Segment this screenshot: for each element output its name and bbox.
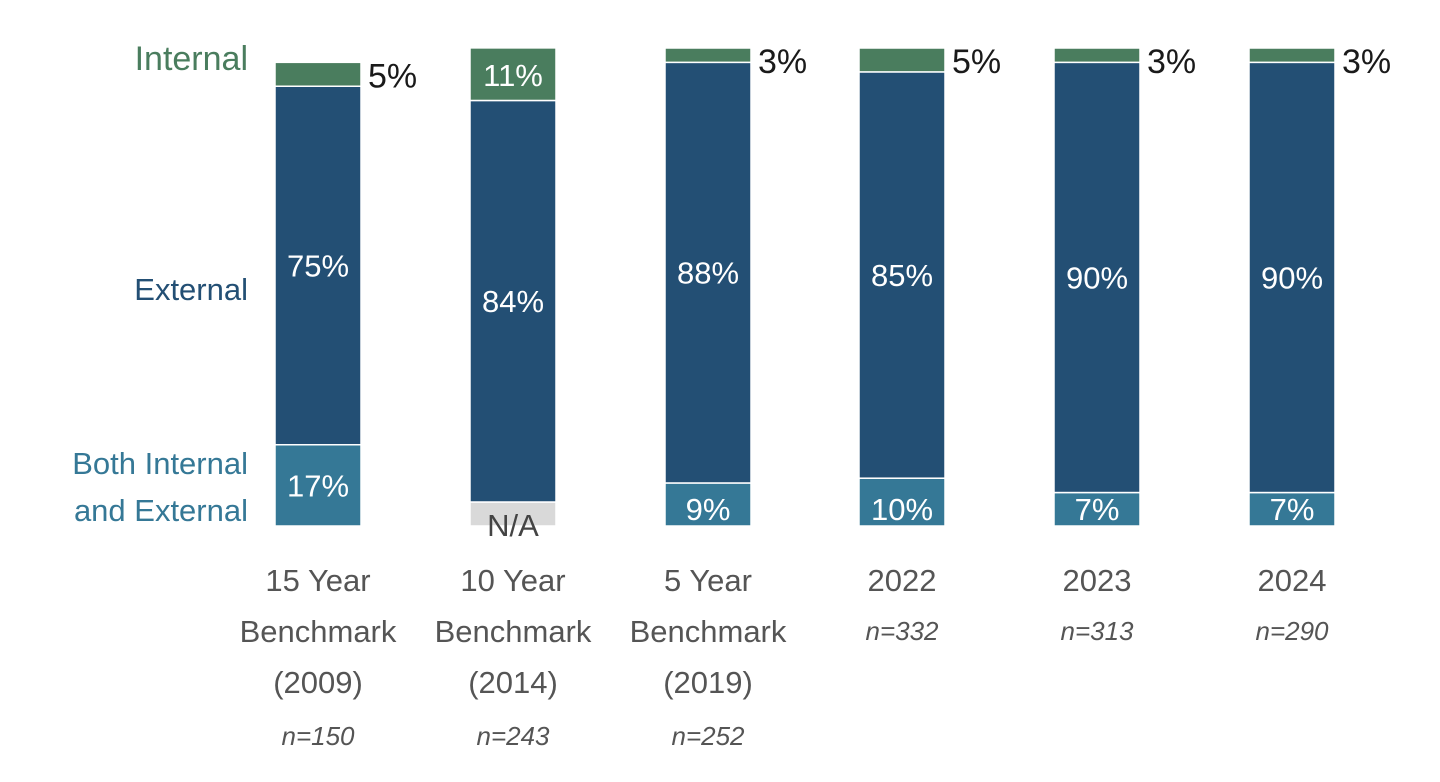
data-label: 90% — [1261, 260, 1323, 295]
data-label: N/A — [487, 508, 539, 543]
bar-segment-external — [664, 61, 752, 484]
legend-entry-internal: Internal — [135, 40, 248, 78]
bar-segment-external — [1248, 61, 1336, 494]
category-label: Benchmark — [435, 614, 592, 649]
category-label: 5 Year — [664, 563, 752, 598]
bar-segment-internal — [1053, 47, 1141, 64]
data-label: 85% — [871, 258, 933, 293]
bar-segment-internal — [858, 47, 946, 73]
series-legend: Both Internal and External External Interna… — [72, 40, 248, 528]
bar-segment-both — [1053, 491, 1141, 527]
data-label: 84% — [482, 284, 544, 319]
bars: 17%75%5%N/A84%11%9%88%3%10%85%5%7%90%3%7… — [274, 43, 1391, 543]
bar-stack: 10% 85% 5% — [858, 43, 1001, 527]
data-label: 9% — [686, 492, 731, 527]
category-label: (2019) — [663, 665, 753, 700]
bar-segment-external — [274, 85, 362, 446]
bar-segment-internal — [469, 47, 557, 102]
bar-stack: 17% 75% 5% — [274, 57, 417, 527]
data-label: 5% — [368, 57, 417, 95]
bar-segment-external — [858, 71, 946, 479]
data-label: 75% — [287, 248, 349, 283]
legend-entry-external: External — [134, 272, 248, 307]
data-label: 7% — [1075, 492, 1120, 527]
sample-size-label: n=332 — [865, 616, 939, 646]
sample-size-label: n=290 — [1255, 616, 1329, 646]
legend-entry-both: Both Internal — [72, 446, 248, 481]
bar-segment-both — [1248, 491, 1336, 527]
sample-size-label: n=313 — [1060, 616, 1134, 646]
category-label: (2009) — [273, 665, 363, 700]
category-label: 2024 — [1258, 563, 1327, 598]
data-label: 3% — [1342, 43, 1391, 81]
category-label: 2023 — [1063, 563, 1132, 598]
bar-segment-both — [664, 482, 752, 527]
category-label: Benchmark — [630, 614, 787, 649]
data-label: 88% — [677, 256, 739, 291]
sample-size-label: n=252 — [671, 721, 745, 751]
bar-segment-external — [469, 99, 557, 503]
bar-stack: 9% 88% 3% — [664, 43, 807, 527]
bar-segment-external — [1053, 61, 1141, 494]
category-label: 10 Year — [460, 563, 565, 598]
data-label: 10% — [871, 492, 933, 527]
data-label: 17% — [287, 468, 349, 503]
data-label: 90% — [1066, 260, 1128, 295]
bar-stack: N/A 84% 11% — [469, 47, 557, 543]
category-label: 15 Year — [265, 563, 370, 598]
data-label: 5% — [952, 43, 1001, 81]
data-label: 11% — [483, 58, 543, 93]
category-label: (2014) — [468, 665, 558, 700]
bar-segment-both — [858, 477, 946, 527]
category-label: 2022 — [868, 563, 937, 598]
legend-entry-both: and External — [74, 493, 248, 528]
bar-segment-internal — [1248, 47, 1336, 64]
data-label: 3% — [1147, 43, 1196, 81]
bar-stack: 7% 90% 3% — [1053, 43, 1196, 527]
data-label: 7% — [1270, 492, 1315, 527]
data-label: 3% — [758, 43, 807, 81]
bar-segment-internal — [274, 61, 362, 87]
category-label: Benchmark — [240, 614, 397, 649]
bar-segment-internal — [664, 47, 752, 64]
sample-size-label: n=150 — [281, 721, 355, 751]
bar-stack: 7% 90% 3% — [1248, 43, 1391, 527]
x-axis-categories: 15 Year Benchmark (2009) n=150 10 Year Benchm… — [240, 563, 1329, 751]
bar-segment-both — [274, 443, 362, 527]
sample-size-label: n=243 — [476, 721, 550, 751]
